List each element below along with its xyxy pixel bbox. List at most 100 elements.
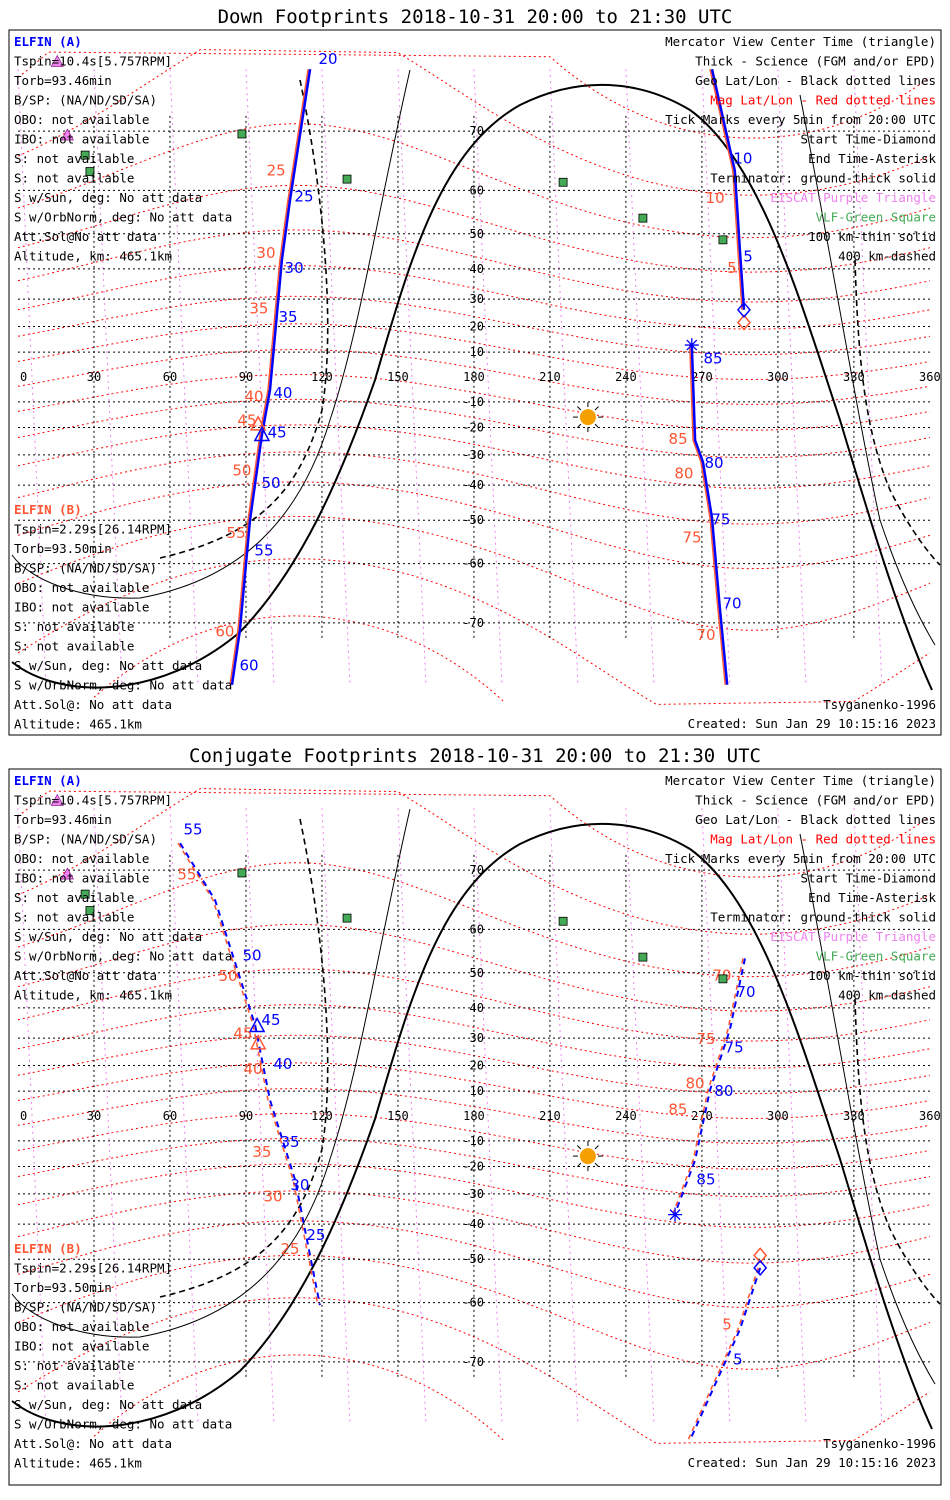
eiscat-triangle xyxy=(60,867,74,880)
elfin-a-info: Altitude, km: 465.1km xyxy=(14,988,172,1003)
legend-item: Terminator: ground-thick solid xyxy=(710,171,936,186)
lat-tick-label: 60 xyxy=(470,183,484,197)
mag-lon-line xyxy=(169,69,199,685)
sun-ray xyxy=(576,423,582,429)
lat-tick-label: -30 xyxy=(462,448,484,462)
lon-tick-label: 330 xyxy=(843,1109,865,1123)
vlf-station-square xyxy=(237,868,247,878)
lon-tick-label: 90 xyxy=(239,370,253,384)
eiscat-triangle xyxy=(50,54,64,67)
elfin-b-info: S w/Sun, deg: No att data xyxy=(14,1397,202,1412)
vlf-station-square xyxy=(342,174,352,184)
lat-tick-label: -20 xyxy=(462,420,484,434)
mag-lat-line xyxy=(17,349,930,405)
legend-item: Mag Lat/Lon - Red dotted lines xyxy=(710,93,936,108)
elfin-a-tick-label: 10 xyxy=(733,149,752,167)
terminator-line xyxy=(799,94,936,646)
lon-tick-label: 60 xyxy=(163,1109,177,1123)
legend-item: EISCAT-Purple Triangle xyxy=(770,190,936,205)
lat-tick-label: -40 xyxy=(462,478,484,492)
elfin-b-tick-label: 60 xyxy=(215,622,234,640)
created-timestamp: Created: Sun Jan 29 10:15:16 2023 xyxy=(688,1455,936,1470)
elfin-b-tick-label: 50 xyxy=(232,462,251,480)
elfin-b-tick-label: 45 xyxy=(233,1024,252,1042)
elfin-a-tick-label: 45 xyxy=(268,423,287,441)
lat-tick-label: -10 xyxy=(462,1134,484,1148)
sun-ray xyxy=(576,1145,582,1150)
elfin-a-tick-label: 30 xyxy=(285,259,304,277)
start-diamond-a xyxy=(753,1259,768,1277)
legend-item: Mag Lat/Lon - Red dotted lines xyxy=(710,832,936,847)
elfin-b-info: S w/OrbNorm, deg: No att data xyxy=(14,1417,232,1432)
lat-tick-label: -60 xyxy=(462,557,484,571)
elfin-b-info: Att.Sol@: No att data xyxy=(14,1436,172,1451)
elfin-a-info: OBO: not available xyxy=(14,112,149,127)
mag-lon-line xyxy=(473,69,503,685)
legend-item: 400 km-dashed xyxy=(838,988,936,1003)
lat-tick-label: -70 xyxy=(462,1355,484,1369)
elfin-b-tick-label: 85 xyxy=(669,430,688,448)
mag-lon-line xyxy=(397,69,427,685)
elfin-b-tick-label: 35 xyxy=(252,1143,271,1161)
lat-tick-label: 60 xyxy=(470,922,484,936)
lon-tick-label: 240 xyxy=(615,370,637,384)
sun-ray xyxy=(594,423,599,429)
lon-tick-label: 120 xyxy=(311,370,333,384)
sun-ray xyxy=(594,1145,599,1150)
elfin-a-info: Tspin=10.4s[5.757RPM] xyxy=(14,793,172,808)
elfin-a-track xyxy=(230,69,312,685)
legend-item: Geo Lat/Lon - Black dotted lines xyxy=(695,812,936,827)
legend-item: Terminator: ground-thick solid xyxy=(710,910,936,925)
elfin-a-track xyxy=(710,68,746,310)
lat-tick-label: 30 xyxy=(470,1031,484,1045)
elfin-a-tick-label: 75 xyxy=(725,1039,744,1057)
mag-lat-line xyxy=(17,1112,930,1170)
lon-tick-label: 180 xyxy=(463,1109,485,1123)
eiscat-triangle xyxy=(60,128,74,141)
lat-tick-label: -30 xyxy=(462,1187,484,1201)
legend-item: Mercator View Center Time (triangle) xyxy=(665,34,936,49)
elfin-b-tick-label: 55 xyxy=(177,866,196,884)
elfin-a-tick-label: 30 xyxy=(290,1176,309,1194)
mag-lon-line xyxy=(473,808,503,1424)
elfin-b-tick-label: 25 xyxy=(267,161,286,179)
panel-title: Conjugate Footprints 2018-10-31 20:00 to… xyxy=(189,745,761,767)
mag-lat-line xyxy=(17,451,931,525)
elfin-b-track xyxy=(689,345,726,685)
elfin-a-tick-label: 25 xyxy=(294,187,313,205)
lat-tick-label: 70 xyxy=(470,124,484,138)
lat-tick-label: -60 xyxy=(462,1296,484,1310)
legend-item: Tick Marks every 5min from 20:00 UTC xyxy=(665,112,936,127)
mag-lon-line xyxy=(853,69,883,685)
mag-lon-line xyxy=(245,69,275,685)
elfin-a-tick-label: 40 xyxy=(273,384,292,402)
elfin-b-info: IBO: not available xyxy=(14,1339,149,1354)
legend-item: VLF-Green Square xyxy=(816,949,936,964)
legend-item: 100 km-thin solid xyxy=(808,968,936,983)
mag-lon-line xyxy=(321,69,351,685)
created-timestamp: Created: Sun Jan 29 10:15:16 2023 xyxy=(688,716,936,731)
elfin-a-tick-label: 85 xyxy=(696,1171,715,1189)
vlf-station-square xyxy=(718,974,728,984)
sun-ray xyxy=(576,406,582,411)
elfin-b-tick-label: 30 xyxy=(264,1187,283,1205)
lon-tick-label: 150 xyxy=(387,370,409,384)
mag-lon-line xyxy=(625,808,655,1424)
elfin-b-info: Torb=93.50min xyxy=(14,541,112,556)
elfin-b-tick-label: 85 xyxy=(668,1101,687,1119)
elfin-b-info: S: not available xyxy=(14,619,134,634)
elfin-b-info: S w/Sun, deg: No att data xyxy=(14,658,202,673)
lat-tick-label: 20 xyxy=(470,320,484,334)
panel-title: Down Footprints 2018-10-31 20:00 to 21:3… xyxy=(218,6,733,28)
lon-tick-label: 300 xyxy=(767,370,789,384)
lat-tick-label: -10 xyxy=(462,395,484,409)
end-asterisk xyxy=(668,1207,683,1222)
elfin-b-info: Att.Sol@: No att data xyxy=(14,697,172,712)
vlf-station-square xyxy=(85,167,95,176)
elfin-b-tick-label: 25 xyxy=(280,1240,299,1258)
elfin-a-track xyxy=(690,345,729,685)
terminator-line xyxy=(11,808,411,1338)
start-diamond-b xyxy=(753,1247,768,1264)
elfin-a-tick-label: 80 xyxy=(705,454,724,472)
